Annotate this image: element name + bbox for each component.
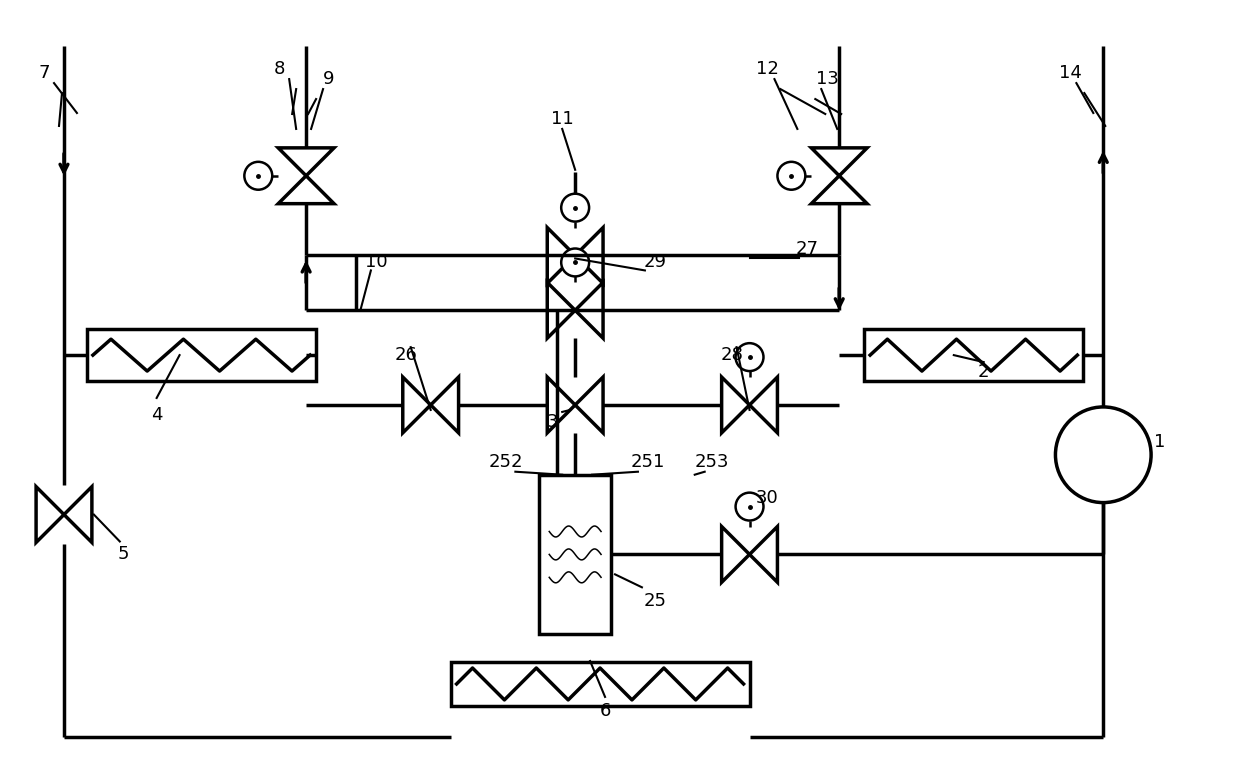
Polygon shape <box>575 227 603 284</box>
Polygon shape <box>721 526 750 583</box>
Bar <box>864 330 1083 381</box>
Circle shape <box>1056 407 1151 503</box>
Text: 13: 13 <box>815 70 839 88</box>
Polygon shape <box>403 377 431 433</box>
Text: 9: 9 <box>323 70 335 88</box>
Text: 30: 30 <box>756 489 779 507</box>
Text: 12: 12 <box>756 60 779 78</box>
Text: 8: 8 <box>274 60 285 78</box>
Text: 7: 7 <box>38 64 50 82</box>
Text: 10: 10 <box>364 254 387 272</box>
Polygon shape <box>750 526 777 583</box>
Polygon shape <box>575 283 603 338</box>
Polygon shape <box>721 377 750 433</box>
Text: 11: 11 <box>551 110 574 128</box>
Circle shape <box>777 162 805 190</box>
Text: 253: 253 <box>694 453 729 471</box>
Text: 2: 2 <box>978 363 990 381</box>
Bar <box>451 662 750 706</box>
Text: 251: 251 <box>631 453 665 471</box>
Polygon shape <box>812 148 867 176</box>
Text: 1: 1 <box>1155 433 1166 451</box>
Text: 29: 29 <box>643 254 667 272</box>
Circle shape <box>244 162 273 190</box>
Text: 28: 28 <box>720 346 743 364</box>
Bar <box>539 475 611 634</box>
Polygon shape <box>548 227 575 284</box>
Polygon shape <box>431 377 458 433</box>
Circle shape <box>736 343 763 371</box>
Polygon shape <box>548 377 575 433</box>
Polygon shape <box>64 487 92 543</box>
Text: 3: 3 <box>546 413 558 431</box>
Polygon shape <box>575 377 603 433</box>
Circle shape <box>561 194 589 222</box>
Text: 4: 4 <box>151 406 162 424</box>
Polygon shape <box>279 148 335 176</box>
Circle shape <box>561 248 589 276</box>
Circle shape <box>736 493 763 520</box>
Text: 5: 5 <box>118 545 130 563</box>
Polygon shape <box>812 176 867 204</box>
Text: 6: 6 <box>600 702 611 720</box>
Polygon shape <box>750 377 777 433</box>
Polygon shape <box>36 487 64 543</box>
Text: 26: 26 <box>394 346 418 364</box>
Text: 25: 25 <box>643 592 667 610</box>
Bar <box>87 330 316 381</box>
Text: 14: 14 <box>1059 64 1082 82</box>
Text: 252: 252 <box>488 453 523 471</box>
Polygon shape <box>548 283 575 338</box>
Polygon shape <box>279 176 335 204</box>
Text: 27: 27 <box>795 240 819 258</box>
